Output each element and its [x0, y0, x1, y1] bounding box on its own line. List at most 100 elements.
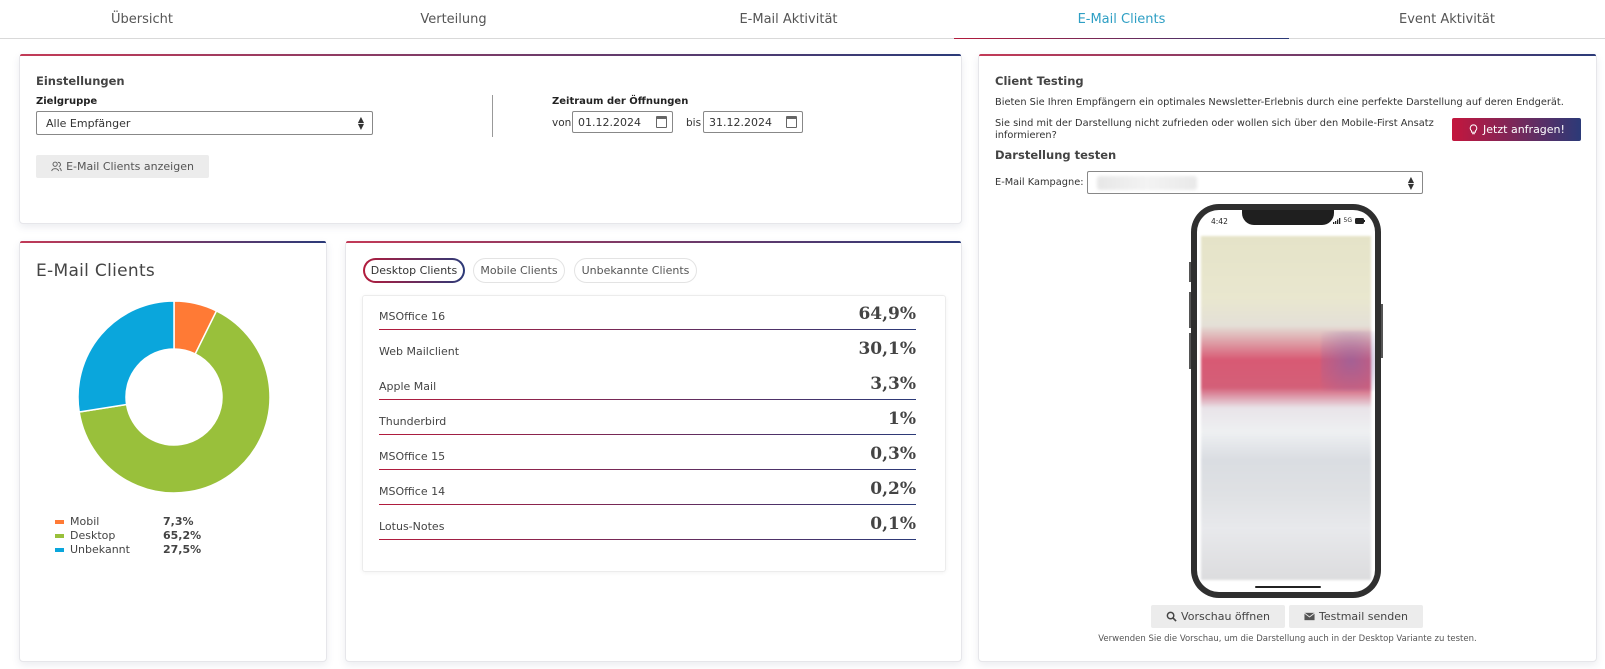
- phone-side-button: [1189, 333, 1191, 369]
- campaign-label: E-Mail Kampagne:: [995, 177, 1084, 188]
- from-date-value: 01.12.2024: [578, 115, 641, 129]
- client-share: 1%: [888, 409, 916, 429]
- client-name: Thunderbird: [379, 415, 447, 428]
- client-share: 3,3%: [870, 374, 916, 394]
- testing-title: Client Testing: [995, 74, 1084, 88]
- to-date-value: 31.12.2024: [709, 115, 772, 129]
- legend-value: 27,5%: [163, 543, 202, 556]
- client-name: Apple Mail: [379, 380, 437, 393]
- tab-event-aktivitaet[interactable]: Event Aktivität: [1399, 12, 1495, 27]
- list-item: Lotus-Notes 0,1%: [379, 506, 916, 540]
- legend-value: 65,2%: [163, 529, 202, 542]
- from-date-input[interactable]: 01.12.2024: [572, 111, 673, 133]
- client-name: MSOffice 15: [379, 450, 446, 463]
- legend-item-mobil: Mobil 7,3%: [55, 515, 194, 528]
- card-accent-line: [346, 241, 961, 243]
- legend-swatch: [55, 548, 64, 552]
- campaign-select[interactable]: ▲ ▼: [1087, 171, 1423, 194]
- preview-button-label: Vorschau öffnen: [1181, 610, 1270, 623]
- tab-email-aktivitaet[interactable]: E-Mail Aktivität: [739, 12, 838, 27]
- settings-divider: [492, 95, 493, 137]
- from-label: von: [552, 117, 572, 129]
- donut-chart: [77, 300, 271, 494]
- donut-slice-desktop[interactable]: [78, 309, 271, 494]
- to-date-input[interactable]: 31.12.2024: [703, 111, 803, 133]
- select-arrows-icon: ▲ ▼: [1407, 175, 1414, 191]
- client-share: 64,9%: [858, 304, 916, 324]
- client-share: 0,1%: [870, 514, 916, 534]
- card-accent-line: [20, 241, 326, 243]
- row-divider: [379, 329, 916, 330]
- legend-label: Unbekannt: [70, 543, 130, 556]
- phone-status-icons: 5G: [1332, 217, 1365, 224]
- row-divider: [379, 469, 916, 470]
- row-divider: [379, 399, 916, 400]
- pill-desktop-clients[interactable]: Desktop Clients: [363, 258, 465, 283]
- client-name: MSOffice 14: [379, 485, 446, 498]
- client-name: Web Mailclient: [379, 345, 460, 358]
- legend-item-desktop: Desktop 65,2%: [55, 529, 201, 542]
- list-item: Apple Mail 3,3%: [379, 366, 916, 400]
- group-select-value: Alle Empfänger: [46, 116, 131, 130]
- search-icon: [1166, 611, 1177, 622]
- donut-slice-unbekannt[interactable]: [77, 300, 175, 413]
- email-preview-blurred: [1201, 236, 1375, 580]
- tab-uebersicht[interactable]: Übersicht: [111, 12, 173, 27]
- legend-swatch: [55, 534, 64, 538]
- list-item: Web Mailclient 30,1%: [379, 331, 916, 365]
- preview-hint: Verwenden Sie die Vorschau, um die Darst…: [1098, 634, 1477, 644]
- legend-label: Desktop: [70, 529, 116, 542]
- chart-card: E-Mail Clients Mobil 7,3% Desktop 65,2% …: [19, 241, 327, 662]
- legend-swatch: [55, 520, 64, 524]
- users-icon: [51, 161, 62, 172]
- phone-preview: 4:42 5G: [1191, 204, 1381, 598]
- preview-button[interactable]: Vorschau öffnen: [1151, 605, 1285, 628]
- list-item: MSOffice 16 64,9%: [379, 296, 916, 330]
- list-item: Thunderbird 1%: [379, 401, 916, 435]
- calendar-icon[interactable]: [656, 116, 667, 128]
- row-divider: [379, 434, 916, 435]
- testing-info-text: Sie sind mit der Darstellung nicht zufri…: [995, 118, 1434, 141]
- list-item: MSOffice 15 0,3%: [379, 436, 916, 470]
- request-button-label: Jetzt anfragen!: [1483, 123, 1565, 136]
- phone-screen[interactable]: 4:42 5G: [1197, 210, 1375, 592]
- phone-side-button: [1381, 304, 1383, 358]
- envelope-icon: [1304, 612, 1315, 621]
- lightbulb-icon: [1469, 124, 1478, 135]
- card-accent-line: [20, 54, 961, 56]
- request-button[interactable]: Jetzt anfragen!: [1452, 118, 1581, 141]
- client-name: Lotus-Notes: [379, 520, 445, 533]
- calendar-icon[interactable]: [786, 116, 797, 128]
- client-list: MSOffice 16 64,9% Web Mailclient 30,1% App…: [362, 295, 946, 572]
- show-clients-button[interactable]: E-Mail Clients anzeigen: [36, 155, 209, 178]
- signal-icon: [1332, 217, 1340, 224]
- testing-subtitle: Darstellung testen: [995, 148, 1117, 162]
- card-accent-line: [979, 54, 1596, 56]
- select-arrows-icon: ▲ ▼: [357, 115, 364, 131]
- period-label: Zeitraum der Öffnungen: [552, 96, 689, 107]
- phone-side-button: [1189, 292, 1191, 328]
- phone-time: 4:42: [1211, 217, 1228, 226]
- settings-card: Einstellungen Zielgruppe Alle Empfänger …: [19, 54, 962, 224]
- client-list-card: Desktop Clients Mobile Clients Unbekannt…: [345, 241, 962, 662]
- row-divider: [379, 504, 916, 505]
- pill-mobile-clients[interactable]: Mobile Clients: [473, 258, 565, 283]
- settings-title: Einstellungen: [36, 74, 125, 88]
- battery-icon: [1355, 217, 1365, 224]
- tab-verteilung[interactable]: Verteilung: [420, 12, 487, 27]
- testmail-button-label: Testmail senden: [1319, 610, 1408, 623]
- client-share: 0,2%: [870, 479, 916, 499]
- pill-unknown-clients[interactable]: Unbekannte Clients: [574, 258, 697, 283]
- group-select[interactable]: Alle Empfänger ▲ ▼: [36, 111, 373, 135]
- legend-label: Mobil: [70, 515, 100, 528]
- network-label: 5G: [1343, 217, 1352, 224]
- client-name: MSOffice 16: [379, 310, 446, 323]
- testmail-button[interactable]: Testmail senden: [1289, 605, 1423, 628]
- chart-card-title: E-Mail Clients: [36, 261, 156, 281]
- list-item: MSOffice 14 0,2%: [379, 471, 916, 505]
- phone-notch: [1242, 210, 1334, 225]
- tab-email-clients[interactable]: E-Mail Clients: [954, 0, 1289, 39]
- phone-home-indicator: [1255, 586, 1321, 588]
- to-label: bis: [686, 117, 702, 129]
- row-divider: [379, 539, 916, 540]
